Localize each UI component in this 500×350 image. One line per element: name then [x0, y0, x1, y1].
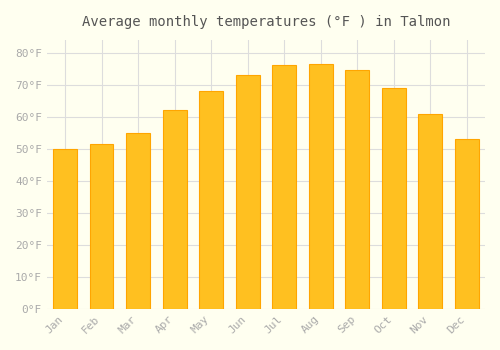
- Bar: [272, 65, 296, 309]
- Bar: [126, 133, 150, 309]
- Bar: [309, 64, 332, 309]
- Title: Average monthly temperatures (°F ) in Talmon: Average monthly temperatures (°F ) in Ta…: [82, 15, 450, 29]
- Bar: [236, 75, 260, 309]
- Bar: [163, 110, 186, 309]
- Bar: [382, 88, 406, 309]
- Bar: [90, 144, 114, 309]
- Bar: [418, 113, 442, 309]
- Bar: [200, 91, 223, 309]
- Bar: [455, 139, 478, 309]
- Bar: [346, 70, 369, 309]
- Bar: [54, 149, 77, 309]
